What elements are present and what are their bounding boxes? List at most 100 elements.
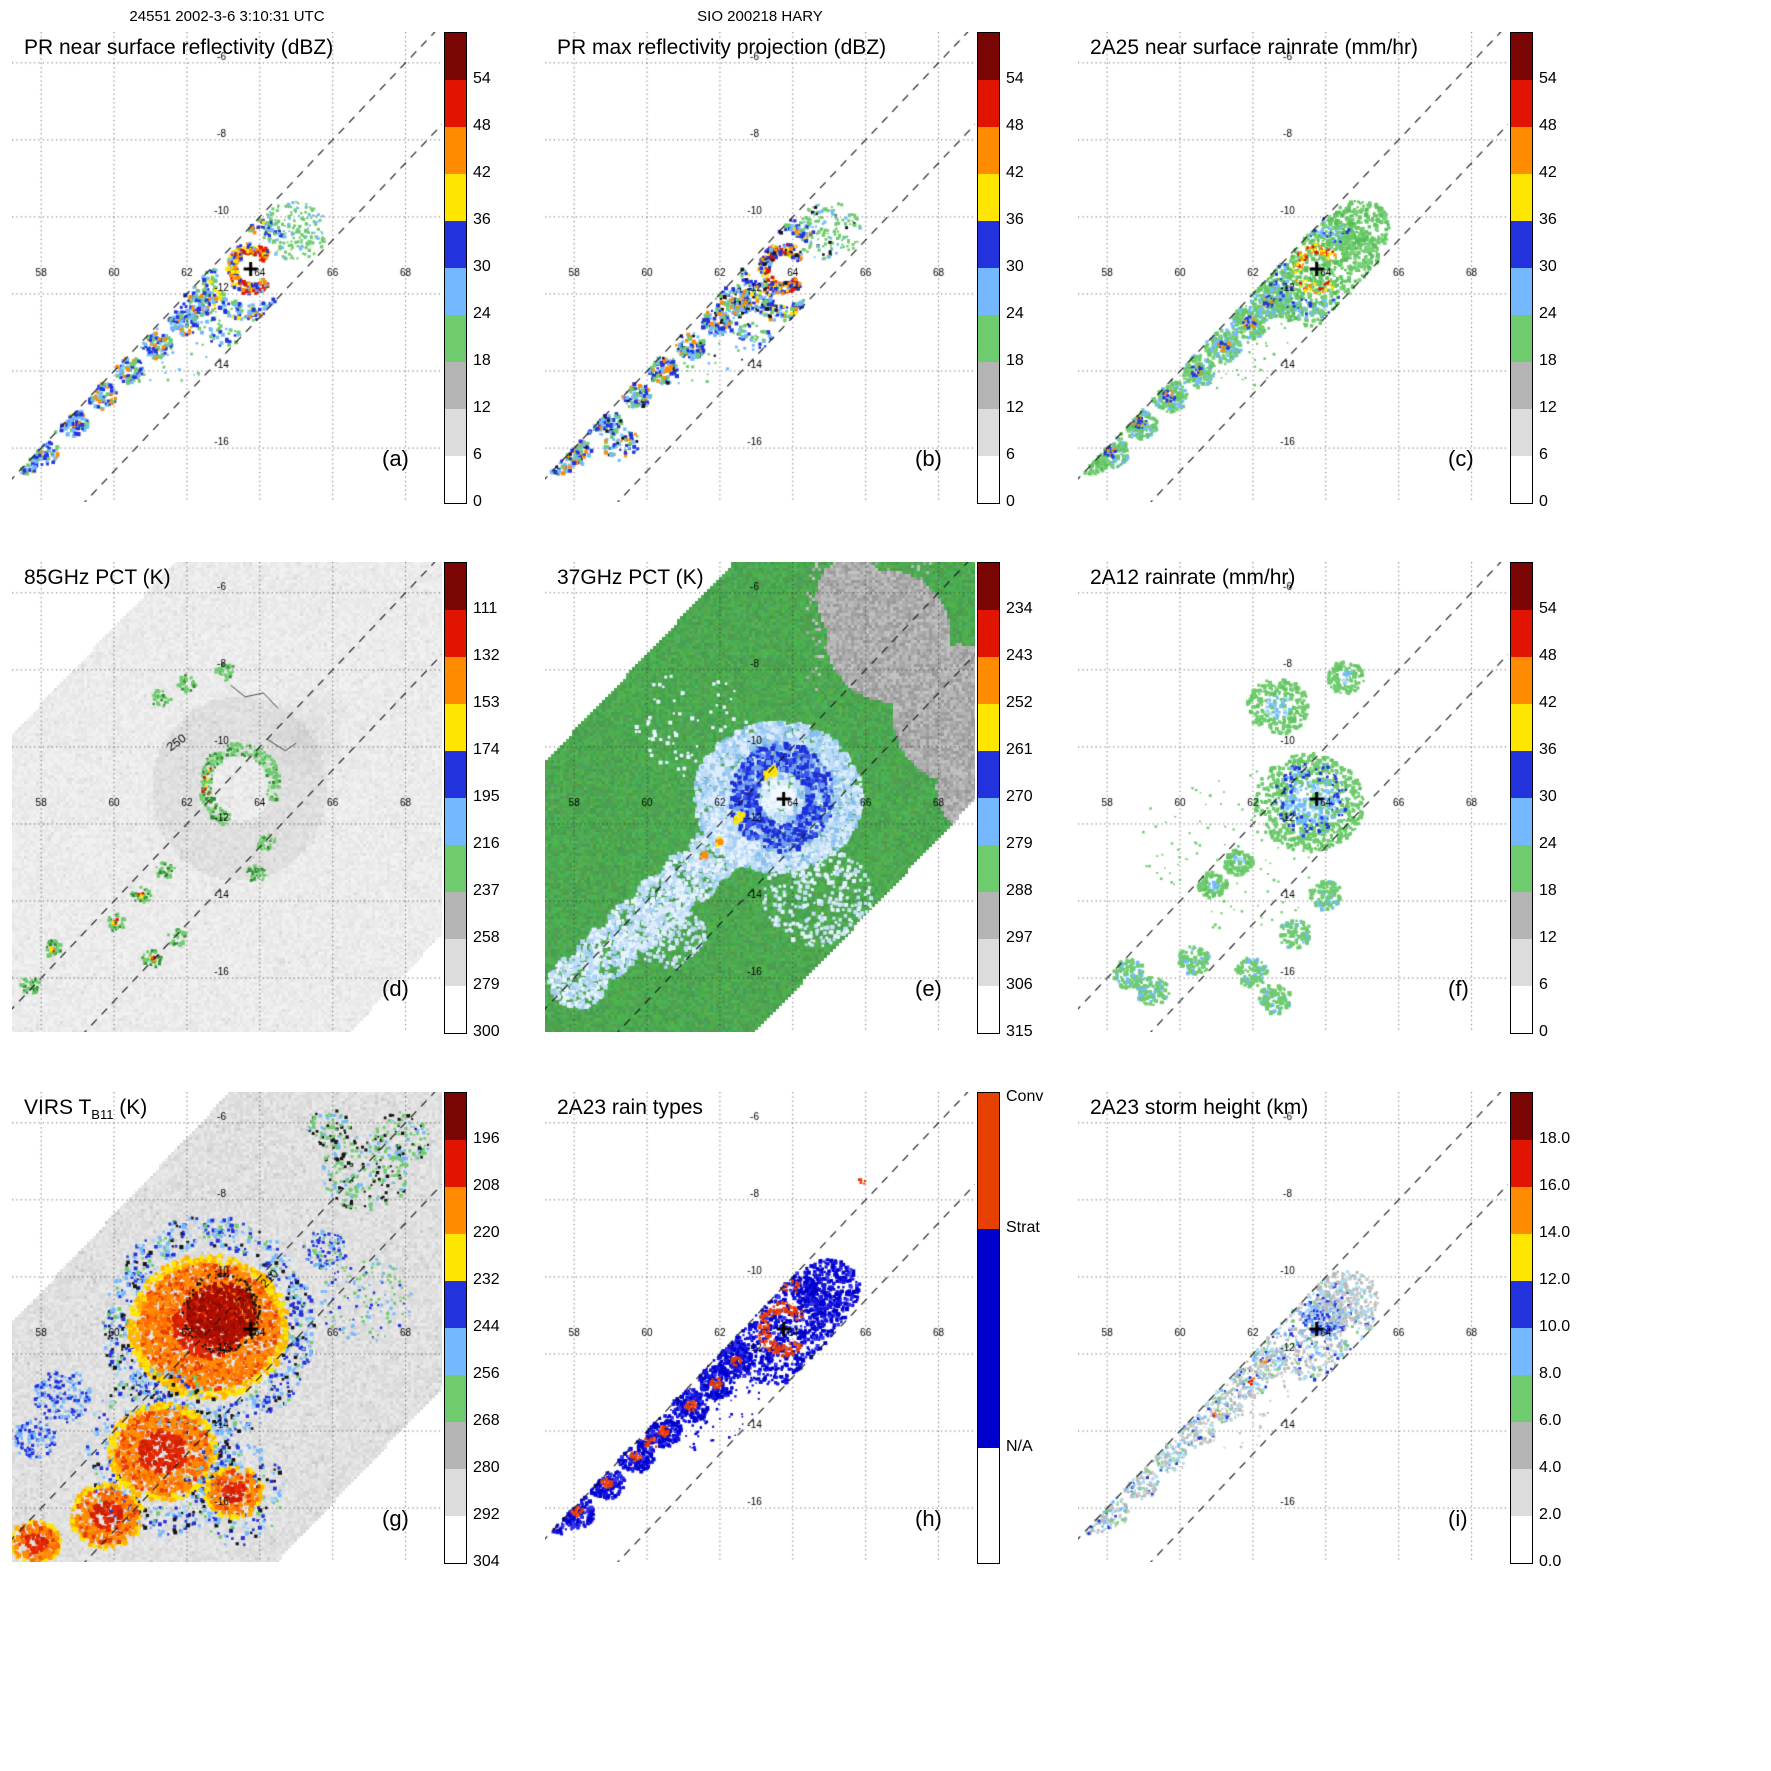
colorbar — [444, 32, 467, 504]
colorbar-tick-label: N/A — [1006, 1437, 1033, 1455]
colorbar-tick-label: 279 — [473, 976, 500, 993]
colorbar-segment — [445, 704, 466, 751]
colorbar-segment — [1511, 1328, 1532, 1375]
colorbar-tick-label: 232 — [473, 1271, 500, 1288]
panel-letter: (e) — [915, 976, 942, 1001]
colorbar-segment — [1511, 362, 1532, 409]
colorbar — [977, 1092, 1000, 1564]
colorbar-segment — [978, 657, 999, 704]
colorbar-segment — [978, 704, 999, 751]
colorbar-segment — [445, 657, 466, 704]
panel-letter: (g) — [382, 1506, 409, 1531]
panel-h: 2A23 rain types (h) Conv Strat N/A — [537, 1076, 1099, 1606]
colorbar-tick-label: 48 — [473, 117, 491, 134]
panel-title: PR max reflectivity projection (dBZ) — [557, 36, 887, 59]
colorbar-tick-label: 30 — [1006, 258, 1024, 275]
colorbar-tick-label: 42 — [1539, 164, 1557, 181]
colorbar-segment — [1511, 845, 1532, 892]
colorbar-segment — [978, 33, 999, 80]
colorbar-segment — [445, 1187, 466, 1234]
colorbar-segment — [445, 986, 466, 1033]
colorbar-tick-label: 6 — [1539, 976, 1548, 993]
colorbar-tick-label: 243 — [1006, 647, 1033, 664]
colorbar-tick-label: 24 — [1539, 305, 1557, 322]
colorbar-tick-label: 18 — [1539, 882, 1557, 899]
colorbar-tick-label: 244 — [473, 1318, 500, 1335]
colorbar-segment — [1511, 1140, 1532, 1187]
colorbar — [1510, 32, 1533, 504]
colorbar-segment — [978, 80, 999, 127]
colorbar-tick-label: 297 — [1006, 929, 1033, 946]
colorbar-segment — [1511, 409, 1532, 456]
colorbar-tick-label: 111 — [473, 600, 498, 617]
colorbar-tick-label: 208 — [473, 1177, 500, 1194]
colorbar-tick-label: 54 — [1539, 600, 1557, 617]
panel-letter: (c) — [1448, 446, 1474, 471]
colorbar-tick-label: 315 — [1006, 1023, 1033, 1040]
colorbar-tick-label: 280 — [473, 1459, 500, 1476]
colorbar-segment — [1511, 268, 1532, 315]
colorbar-segment — [978, 939, 999, 986]
colorbar-segment — [1511, 1375, 1532, 1422]
colorbar-segment — [978, 798, 999, 845]
colorbar-tick-label: 6 — [473, 446, 482, 463]
colorbar-segment — [1511, 1516, 1532, 1563]
colorbar-segment — [978, 563, 999, 610]
colorbar-segment — [445, 221, 466, 268]
panel-g: VIRS TB11 (K) (g) 196 208 220 232 244 256 268 2… — [4, 1076, 566, 1606]
colorbar-segment — [1511, 221, 1532, 268]
colorbar-tick-label: 288 — [1006, 882, 1033, 899]
colorbar-segment — [445, 610, 466, 657]
colorbar-tick-label: 270 — [1006, 788, 1033, 805]
colorbar-tick-label: 279 — [1006, 835, 1033, 852]
colorbar-tick-label: 24 — [1539, 835, 1557, 852]
map-canvas-i — [1078, 1092, 1508, 1562]
colorbar-segment — [978, 409, 999, 456]
colorbar-tick-label: 292 — [473, 1506, 500, 1523]
colorbar — [977, 562, 1000, 1034]
colorbar-tick-label: 48 — [1539, 647, 1557, 664]
map-canvas-g — [12, 1092, 442, 1562]
colorbar — [444, 1092, 467, 1564]
map-canvas-e — [545, 562, 975, 1032]
colorbar-segment — [978, 362, 999, 409]
colorbar-tick-label: 10.0 — [1539, 1318, 1571, 1335]
colorbar-tick-label: 0 — [473, 493, 482, 510]
colorbar-tick-label: 6 — [1006, 446, 1015, 463]
colorbar-tick-label: 54 — [1539, 70, 1557, 87]
colorbar-segment — [978, 610, 999, 657]
colorbar-tick-label: 234 — [1006, 600, 1033, 617]
colorbar-tick-label: 0 — [1539, 1023, 1548, 1040]
colorbar-segment — [445, 845, 466, 892]
colorbar-tick-label: 258 — [473, 929, 500, 946]
panel-letter: (b) — [915, 446, 942, 471]
colorbar-segment — [978, 1093, 999, 1230]
colorbar-tick-label: 36 — [1006, 211, 1024, 228]
colorbar-tick-label: 216 — [473, 835, 500, 852]
colorbar-segment — [445, 563, 466, 610]
colorbar-tick-label: 237 — [473, 882, 500, 899]
colorbar-segment — [978, 315, 999, 362]
colorbar-tick-label: 14.0 — [1539, 1224, 1571, 1241]
colorbar-tick-label: 36 — [1539, 741, 1557, 758]
panel-i: 2A23 storm height (km) (i) 18.0 16.0 14.0 1… — [1070, 1076, 1632, 1606]
colorbar-segment — [1511, 127, 1532, 174]
colorbar-segment — [1511, 798, 1532, 845]
colorbar-segment — [1511, 939, 1532, 986]
colorbar-tick-label: 54 — [473, 70, 491, 87]
colorbar-tick-label: 256 — [473, 1365, 500, 1382]
colorbar-tick-label: 174 — [473, 741, 500, 758]
colorbar-tick-label: 6.0 — [1539, 1412, 1562, 1429]
colorbar-segment — [445, 1281, 466, 1328]
colorbar-segment — [1511, 1281, 1532, 1328]
colorbar-tick-label: 12 — [473, 399, 491, 416]
panel-e: 37GHz PCT (K) (e) 234 243 252 261 270 279 288 2… — [537, 546, 1099, 1076]
colorbar-tick-label: 12 — [1539, 929, 1557, 946]
colorbar-segment — [445, 798, 466, 845]
colorbar-segment — [1511, 610, 1532, 657]
panel-title: 2A12 rainrate (mm/hr) — [1090, 566, 1296, 589]
colorbar-tick-label: 300 — [473, 1023, 500, 1040]
colorbar — [1510, 1092, 1533, 1564]
colorbar-tick-label: 48 — [1539, 117, 1557, 134]
colorbar-tick-label: 18 — [1539, 352, 1557, 369]
